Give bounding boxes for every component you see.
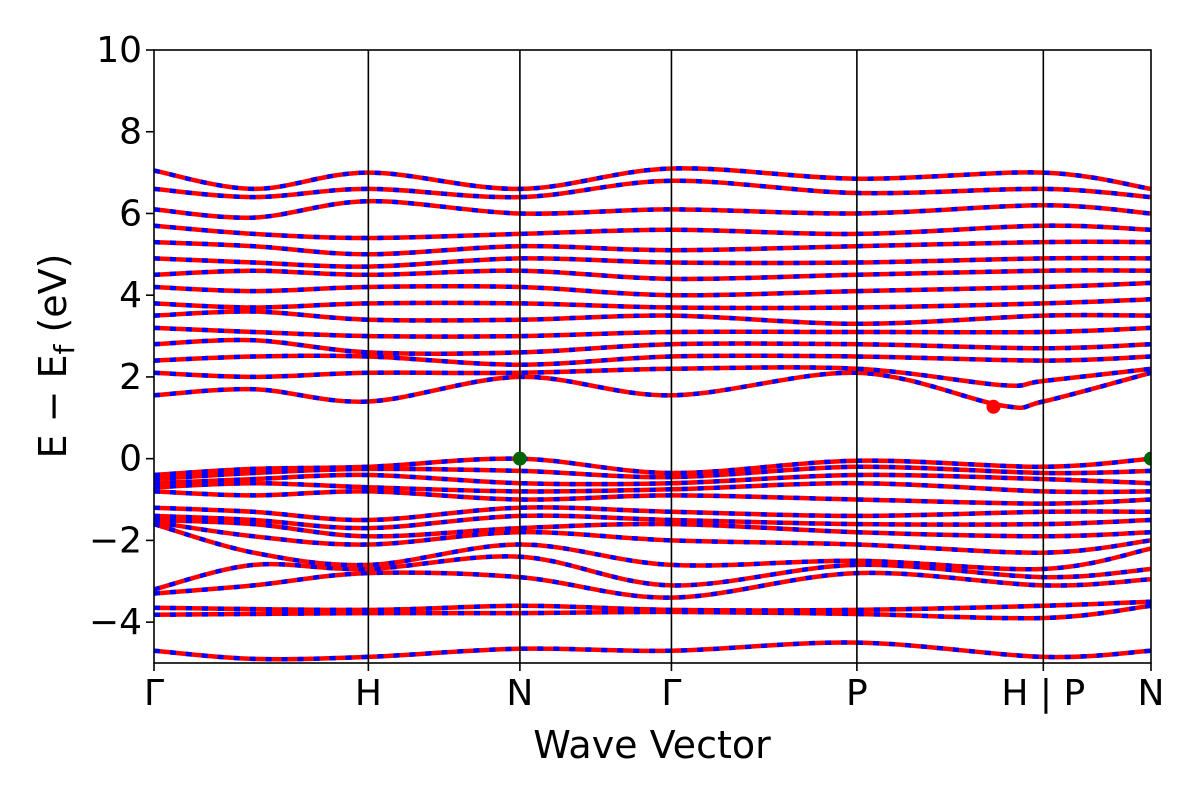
band-line-spin-down [154, 198, 1151, 220]
x-tick-label: N [1138, 673, 1165, 714]
y-axis-ticks: −4 −2 0 2 4 6 8 10 [89, 30, 154, 643]
band-line-spin-down [154, 464, 1151, 482]
band-line-spin-down [154, 570, 1151, 600]
band-line-spin-down [154, 268, 1151, 282]
y-tick-label: 6 [119, 193, 142, 234]
x-tick-label: Γ [661, 673, 681, 714]
band-line-spin-down [154, 489, 1151, 506]
band-line-spin-down [154, 505, 1151, 523]
x-tick-label: P [846, 673, 868, 714]
band-line-spin-down [154, 472, 1151, 487]
band-line-spin-down [154, 280, 1151, 298]
vbm-marker [512, 451, 527, 466]
band-line-spin-down [154, 166, 1151, 192]
x-tick-label: H | P [1001, 673, 1085, 714]
band-line-spin-down [154, 309, 1151, 327]
y-tick-label: 0 [119, 439, 142, 480]
x-axis-label: Wave Vector [533, 723, 771, 767]
y-tick-label: 4 [119, 275, 142, 316]
band-line-spin-down [154, 521, 1151, 572]
y-tick-label: 10 [96, 30, 142, 71]
high-symmetry-lines [367, 50, 1045, 663]
y-tick-label: 2 [119, 357, 142, 398]
band-edge-markers [512, 399, 1151, 466]
x-tick-label: Γ [144, 673, 164, 714]
band-line-spin-down [154, 337, 1151, 356]
band-line-spin-down [154, 178, 1151, 200]
band-line-spin-down [154, 255, 1151, 269]
band-line-spin-down [154, 519, 1151, 555]
band-line-spin-down [154, 239, 1151, 257]
y-tick-label: 8 [119, 112, 142, 153]
x-tick-label: N [506, 673, 533, 714]
vbm-marker [1144, 451, 1151, 466]
y-axis-label-subscript: f [48, 343, 81, 354]
band-line-spin-down [154, 325, 1151, 339]
band-lines [154, 166, 1151, 662]
band-line-spin-down [154, 297, 1151, 311]
band-line-spin-down [154, 353, 1151, 367]
band-line-spin-up [154, 640, 1151, 662]
band-line-spin-down [154, 513, 1151, 531]
band-line-spin-down [154, 456, 1151, 478]
band-line-spin-down [154, 370, 1151, 411]
cbm-marker [986, 399, 1001, 414]
x-axis-ticks: Γ H N Γ P H | P N [144, 663, 1165, 714]
y-axis-label: E − Ef (eV) [31, 254, 81, 459]
plot-frame [153, 49, 1152, 664]
x-tick-label: H [355, 673, 382, 714]
y-axis-label-unit: (eV) [31, 254, 75, 345]
band-line-spin-down [154, 554, 1151, 592]
y-axis-label-main: E − E [31, 354, 75, 458]
band-line-spin-down [154, 480, 1151, 495]
band-line-spin-up [154, 223, 1151, 241]
y-tick-label: −4 [89, 602, 142, 643]
y-tick-label: −2 [89, 520, 142, 561]
band-line-spin-down [154, 517, 1151, 539]
